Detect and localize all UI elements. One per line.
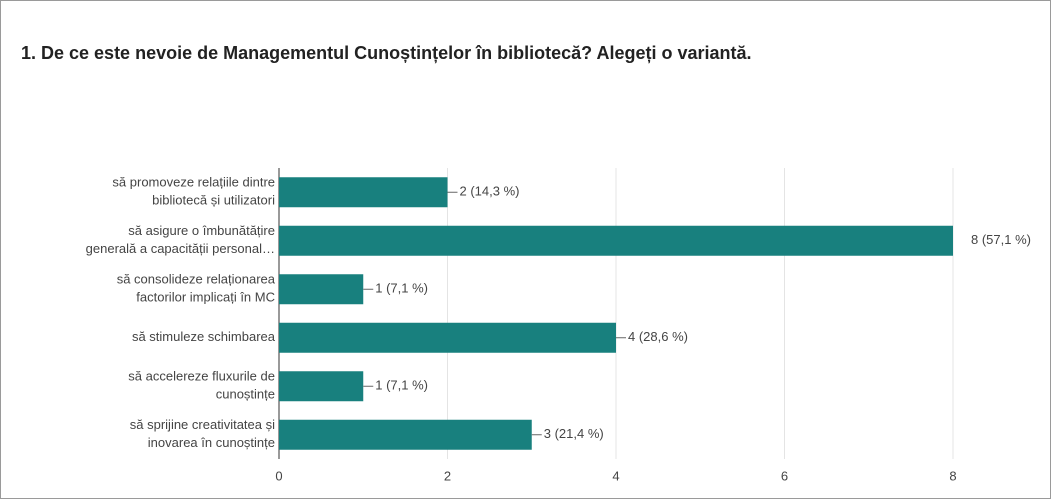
bar [279,225,953,256]
value-label: 1 (7,1 %) [375,378,428,393]
bar [279,177,448,208]
x-tick-label: 0 [275,468,282,483]
chart-title: 1. De ce este nevoie de Managementul Cun… [21,43,752,63]
y-tick-label: să stimuleze schimbarea [132,329,276,344]
y-tick-label: să accelereze fluxurile de cunoștințe [128,369,275,402]
y-tick-label: să sprijine creativitatea și inovarea în … [130,417,275,450]
bar [279,371,364,402]
value-label: 1 (7,1 %) [375,281,428,296]
value-label: 4 (28,6 %) [628,329,688,344]
bar [279,419,532,450]
x-tick-label: 8 [949,468,956,483]
x-tick-label: 4 [612,468,619,483]
x-tick-label: 6 [781,468,788,483]
x-tick-label: 2 [444,468,451,483]
bar [279,274,364,305]
value-label: 2 (14,3 %) [460,184,520,199]
y-tick-label: să asigure o îmbunătățire generală a capa… [86,223,275,256]
y-tick-label: să consolideze relaționarea factorilor im… [117,272,276,305]
value-label: 3 (21,4 %) [544,426,604,441]
y-tick-label: să promoveze relațiile dintre bibliotecă … [112,175,275,208]
bar [279,322,616,353]
value-label: 8 (57,1 %) [971,232,1031,247]
